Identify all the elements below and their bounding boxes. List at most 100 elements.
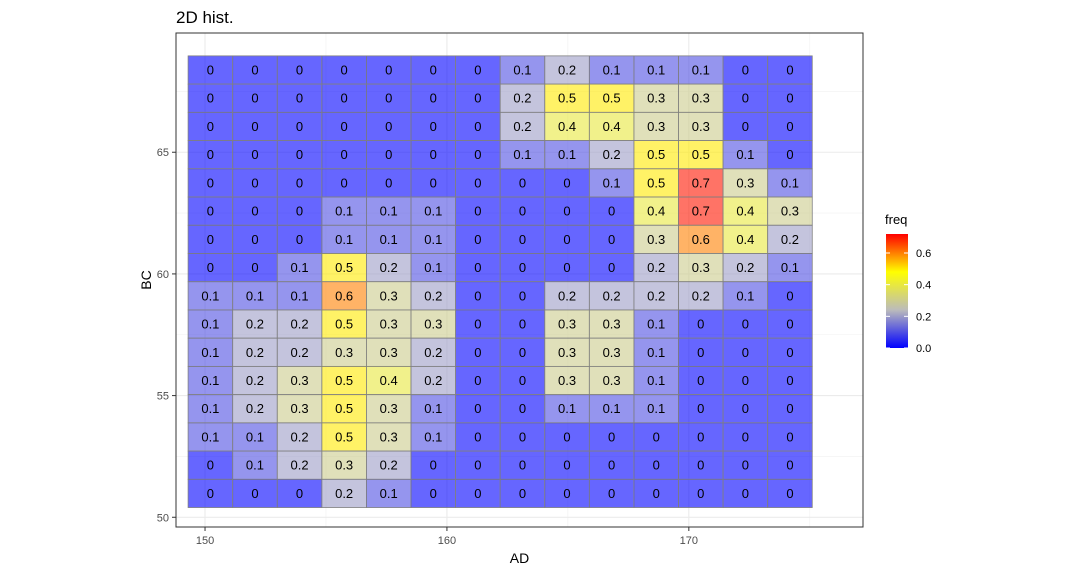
heatmap-cell — [544, 281, 590, 311]
heatmap-cell — [767, 224, 813, 254]
cell-value-label: 0 — [519, 429, 526, 444]
heatmap-cell — [767, 168, 813, 198]
cell-value-label: 0.1 — [781, 260, 799, 275]
heatmap-cell — [321, 365, 367, 396]
cell-value-label: 0.2 — [291, 429, 309, 444]
cell-value-label: 0.1 — [603, 175, 621, 190]
cell-value-label: 0 — [296, 486, 303, 501]
cell-value-label: 0 — [474, 175, 481, 190]
cell-value-label: 0.1 — [781, 175, 799, 190]
plot-border — [175, 32, 864, 528]
cell-value-label: 0.1 — [647, 401, 665, 416]
heatmap-cell — [544, 478, 590, 508]
heatmap-cell — [633, 55, 679, 85]
cell-value-label: 0.3 — [558, 345, 576, 360]
cell-value-label: 0 — [563, 429, 570, 444]
heatmap-cell — [321, 337, 367, 367]
cell-value-label: 0 — [385, 147, 392, 162]
y-axis-label: BC — [138, 270, 154, 289]
cell-value-label: 0 — [385, 62, 392, 77]
cell-value-label: 0.4 — [380, 373, 398, 388]
heatmap-cell — [767, 309, 813, 339]
cell-value-label: 0 — [251, 91, 258, 106]
heatmap-cell — [410, 55, 456, 85]
cell-value-label: 0.2 — [291, 317, 309, 332]
heatmap-cell — [410, 196, 456, 226]
cell-value-label: 0.3 — [647, 232, 665, 247]
cell-value-label: 0 — [608, 458, 615, 473]
heatmap-cell — [678, 140, 724, 170]
cell-value-label: 0.1 — [246, 429, 264, 444]
cell-value-label: 0.5 — [692, 147, 710, 162]
heatmap-cell — [678, 478, 724, 508]
cell-value-label: 0 — [207, 62, 214, 77]
cell-value-label: 0.4 — [558, 119, 576, 134]
heatmap-cell — [276, 140, 323, 170]
cell-value-label: 0 — [296, 147, 303, 162]
cell-value-label: 0 — [519, 345, 526, 360]
heatmap-cell — [588, 450, 635, 480]
cell-value-label: 0.1 — [736, 288, 754, 303]
cell-value-label: 0.2 — [380, 260, 398, 275]
x-tick-label: 150 — [196, 535, 214, 547]
cell-value-label: 0.1 — [380, 486, 398, 501]
cell-value-label: 0.4 — [647, 204, 665, 219]
cell-value-label: 0 — [207, 175, 214, 190]
heatmap-cell — [187, 253, 234, 283]
cell-value-label: 0.3 — [380, 429, 398, 444]
cell-value-label: 0 — [430, 147, 437, 162]
cell-value-label: 0 — [474, 204, 481, 219]
y-tick-label: 60 — [157, 269, 169, 281]
cell-value-label: 0 — [385, 119, 392, 134]
heatmap-cell — [321, 224, 367, 254]
cell-value-label: 0 — [341, 147, 348, 162]
cell-value-label: 0 — [563, 458, 570, 473]
cell-value-label: 0.1 — [335, 232, 353, 247]
cell-value-label: 0 — [563, 175, 570, 190]
heatmap-cell — [722, 224, 769, 254]
heatmap-cell — [633, 337, 679, 367]
cell-value-label: 0 — [742, 62, 749, 77]
cell-value-label: 0.1 — [380, 232, 398, 247]
cell-value-label: 0.3 — [380, 345, 398, 360]
heatmap-cell — [276, 168, 323, 198]
cell-value-label: 0.1 — [424, 232, 442, 247]
heatmap-cell — [633, 450, 679, 480]
cell-value-label: 0 — [697, 317, 704, 332]
cell-value-label: 0.1 — [246, 458, 264, 473]
cell-value-label: 0 — [608, 204, 615, 219]
heatmap-cell — [499, 55, 546, 85]
legend-tick-label: 0.4 — [916, 280, 931, 292]
heatmap-cells — [187, 55, 813, 508]
cell-value-label: 0.1 — [424, 204, 442, 219]
cell-value-label: 0 — [430, 458, 437, 473]
cell-value-label: 0.2 — [291, 458, 309, 473]
cell-value-label: 0 — [474, 147, 481, 162]
heatmap-cell — [232, 309, 278, 339]
heatmap-cell — [232, 224, 278, 254]
heatmap-cell — [321, 281, 367, 311]
cell-value-label: 0 — [341, 175, 348, 190]
heatmap-cell — [366, 478, 412, 508]
heatmap-cell — [722, 111, 769, 141]
cell-value-label: 0 — [519, 317, 526, 332]
heatmap-cell — [678, 281, 724, 311]
cell-value-label: 0 — [786, 288, 793, 303]
heatmap-cell — [232, 422, 278, 452]
cell-value-label: 0 — [430, 62, 437, 77]
heatmap-cell — [321, 253, 367, 283]
cell-value-label: 0 — [786, 486, 793, 501]
heatmap-cell — [366, 394, 412, 424]
heatmap-cell — [767, 365, 813, 396]
heatmap-cell — [455, 365, 501, 396]
cell-value-label: 0 — [519, 232, 526, 247]
heatmap-cell — [276, 337, 323, 367]
cell-value-label: 0 — [653, 429, 660, 444]
heatmap-cell — [410, 140, 456, 170]
cell-value-label: 0 — [563, 260, 570, 275]
cell-value-label: 0.3 — [692, 91, 710, 106]
cell-value-label: 0 — [430, 91, 437, 106]
heatmap-cell — [232, 83, 278, 113]
heatmap-cell — [544, 309, 590, 339]
cell-value-label: 0.5 — [335, 401, 353, 416]
